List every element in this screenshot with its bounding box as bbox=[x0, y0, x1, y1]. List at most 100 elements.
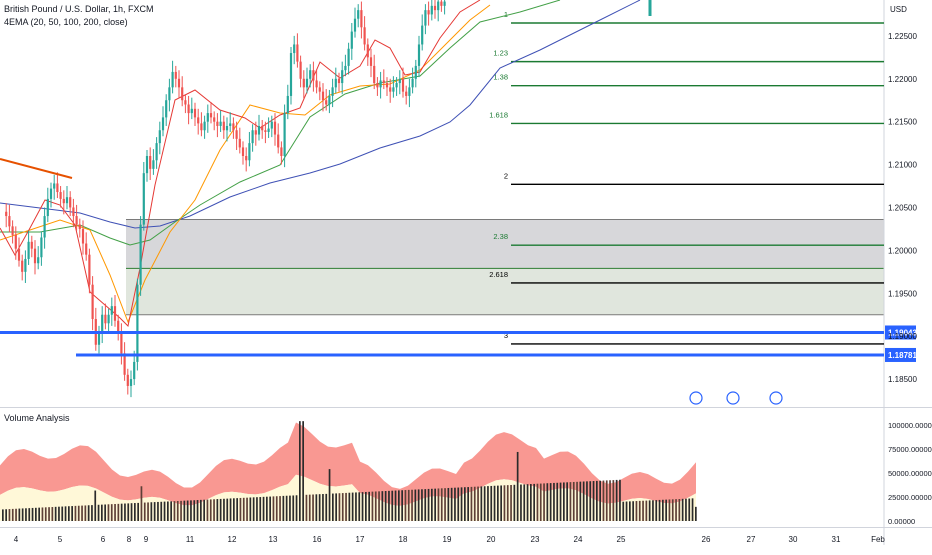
candle bbox=[293, 35, 296, 65]
candle-body bbox=[219, 121, 222, 126]
candle bbox=[129, 370, 133, 398]
volume-bar bbox=[180, 500, 182, 521]
price-tick-label: 1.22000 bbox=[888, 75, 917, 84]
chart-title: British Pound / U.S. Dollar, 1h, FXCM bbox=[4, 4, 154, 14]
volume-bar bbox=[137, 502, 139, 521]
candle bbox=[437, 0, 440, 22]
ema-100-line bbox=[0, 0, 561, 246]
candle bbox=[59, 186, 62, 208]
time-tick-label: 19 bbox=[443, 535, 452, 544]
candle bbox=[193, 102, 197, 126]
volume-bar bbox=[368, 491, 370, 521]
candle bbox=[155, 137, 158, 169]
green-zone bbox=[126, 268, 884, 315]
candle bbox=[309, 64, 312, 88]
time-tick-label: 5 bbox=[58, 535, 63, 544]
price-tick-label: 1.20500 bbox=[888, 203, 917, 212]
volume-bar bbox=[563, 482, 565, 521]
volume-bar bbox=[233, 498, 235, 521]
candle-body bbox=[203, 121, 206, 131]
candle bbox=[229, 112, 232, 132]
candle bbox=[312, 61, 315, 92]
volume-bar bbox=[147, 502, 149, 521]
fib-level-label: 2.38 bbox=[493, 232, 508, 241]
volume-bar bbox=[176, 500, 179, 521]
candle bbox=[187, 95, 190, 125]
volume-bar bbox=[15, 508, 17, 521]
candle bbox=[174, 65, 177, 88]
candle-body bbox=[197, 117, 200, 124]
volume-upper-band bbox=[0, 422, 696, 506]
price-label-bg bbox=[885, 325, 916, 340]
candle-body bbox=[257, 125, 261, 135]
candle bbox=[283, 104, 286, 168]
candle bbox=[395, 77, 398, 96]
candle-body bbox=[315, 80, 318, 88]
candle-body bbox=[165, 100, 168, 118]
volume-bar bbox=[688, 498, 691, 521]
volume-bar bbox=[437, 488, 440, 521]
volume-bar bbox=[655, 500, 658, 521]
volume-bar bbox=[216, 499, 219, 521]
candle bbox=[286, 84, 289, 120]
candle-body bbox=[171, 71, 174, 88]
candle-body bbox=[433, 5, 437, 11]
candle bbox=[232, 117, 235, 139]
volume-bar bbox=[84, 505, 87, 521]
candle bbox=[142, 162, 145, 231]
volume-bar bbox=[523, 484, 526, 521]
volume-tick-label: 25000.00000 bbox=[888, 493, 932, 502]
candle bbox=[385, 77, 389, 96]
candle-body bbox=[408, 87, 411, 96]
candle bbox=[302, 70, 305, 99]
volume-bar bbox=[252, 497, 255, 521]
candle-body bbox=[267, 128, 270, 132]
volume-bar bbox=[497, 485, 499, 521]
volume-bar bbox=[592, 481, 595, 521]
volume-bar bbox=[434, 488, 436, 521]
volume-tick-label: 0.00000 bbox=[888, 517, 915, 526]
candle-body bbox=[248, 143, 251, 161]
candle-body bbox=[101, 314, 104, 332]
candle bbox=[245, 147, 248, 172]
candle bbox=[366, 38, 369, 66]
volume-bar bbox=[378, 491, 380, 521]
candle-body bbox=[379, 80, 382, 88]
candle-body bbox=[78, 224, 81, 229]
candle bbox=[315, 69, 318, 94]
candle bbox=[88, 248, 91, 294]
volume-bar bbox=[431, 488, 433, 521]
candle-body bbox=[91, 284, 94, 320]
volume-bar bbox=[678, 499, 681, 521]
volume-bar bbox=[209, 499, 212, 521]
candle-body bbox=[72, 207, 75, 217]
volume-bar bbox=[388, 490, 390, 521]
volume-bar bbox=[338, 493, 341, 521]
volume-bar bbox=[163, 501, 166, 521]
candle bbox=[299, 55, 302, 88]
volume-bar bbox=[77, 505, 80, 521]
volume-bar bbox=[553, 482, 555, 521]
time-tick-label: 12 bbox=[228, 535, 237, 544]
time-tick-label: 13 bbox=[269, 535, 278, 544]
volume-bar bbox=[223, 498, 225, 521]
volume-bar bbox=[71, 506, 73, 521]
volume-bar bbox=[351, 492, 354, 521]
price-label: 1.19043 bbox=[888, 328, 917, 337]
volume-bar bbox=[404, 490, 407, 521]
candle-body bbox=[289, 53, 293, 96]
volume-bar bbox=[51, 507, 54, 521]
volume-bar bbox=[470, 486, 473, 521]
volume-bar bbox=[81, 505, 83, 521]
candle bbox=[184, 94, 187, 114]
volume-bar bbox=[648, 500, 651, 521]
volume-bar bbox=[114, 504, 116, 521]
candle-body bbox=[33, 248, 37, 264]
time-tick-label: 30 bbox=[789, 535, 798, 544]
candle bbox=[411, 67, 414, 94]
levels-layer: 1.19043 1.18781 bbox=[0, 158, 917, 362]
candle bbox=[353, 7, 357, 38]
volume-bar bbox=[460, 487, 463, 521]
